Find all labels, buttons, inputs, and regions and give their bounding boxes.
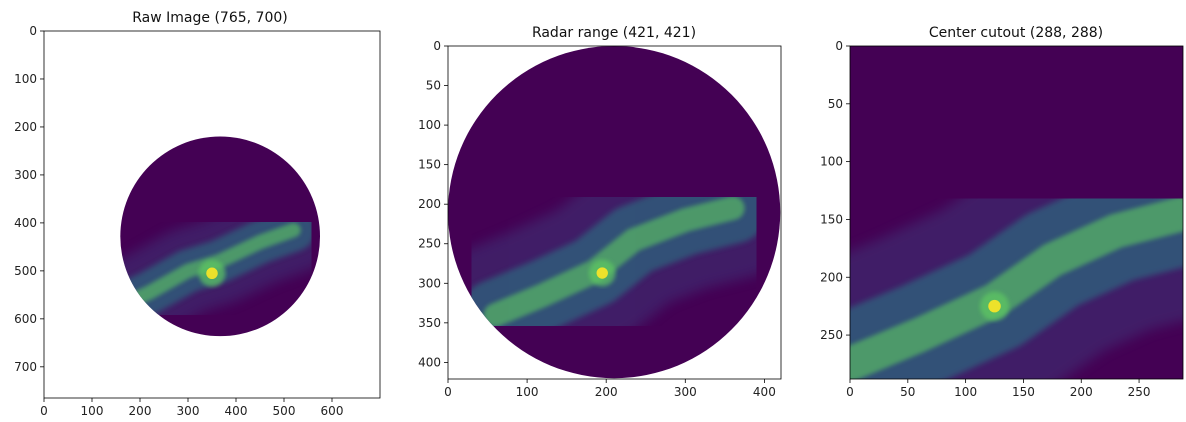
precip-layer — [448, 136, 781, 379]
x-tick-label: 200 — [1070, 385, 1093, 399]
y-tick-label: 0 — [29, 24, 37, 38]
x-tick-label: 0 — [40, 404, 48, 418]
x-tick-label: 100 — [81, 404, 104, 418]
y-tick-label: 400 — [418, 355, 441, 369]
y-tick-label: 600 — [14, 312, 37, 326]
y-tick-label: 400 — [14, 216, 37, 230]
y-tick-label: 100 — [418, 118, 441, 132]
y-tick-label: 0 — [433, 39, 441, 53]
x-tick-label: 200 — [595, 385, 618, 399]
chart-title: Radar range (421, 421) — [532, 25, 696, 41]
precip-band-core — [850, 196, 1183, 379]
panel-radar-range: Radar range (421, 421) 0 100 200 300 400 0 50… — [418, 25, 782, 399]
y-tick-label: 50 — [828, 97, 843, 111]
precip-layer — [120, 186, 320, 337]
y-tick-label: 500 — [14, 264, 37, 278]
x-tick-label: 500 — [273, 404, 296, 418]
y-tick-label: 700 — [14, 360, 37, 374]
y-axis-ticks: 0 100 200 300 400 500 600 700 — [14, 24, 44, 374]
x-tick-label: 300 — [674, 385, 697, 399]
x-tick-label: 200 — [129, 404, 152, 418]
x-axis-ticks: 0 50 100 150 200 250 — [846, 379, 1151, 399]
x-axis-ticks: 0 100 200 300 400 — [444, 379, 776, 399]
y-tick-label: 300 — [14, 168, 37, 182]
chart-title: Raw Image (765, 700) — [132, 10, 287, 26]
x-tick-label: 50 — [900, 385, 915, 399]
hotspot-peak — [206, 267, 218, 280]
y-tick-label: 200 — [14, 120, 37, 134]
panel-raw-image: Raw Image (765, 700) 0 100 200 300 400 500 600… — [14, 10, 381, 418]
x-tick-label: 400 — [753, 385, 776, 399]
y-tick-label: 250 — [820, 328, 843, 342]
y-tick-label: 200 — [820, 270, 843, 284]
axes-frame — [849, 45, 1184, 380]
x-tick-label: 400 — [225, 404, 248, 418]
panel-center-cutout: Center cutout (288, 288) 0 50 100 150 200 250… — [820, 25, 1184, 399]
hotspot-peak — [596, 267, 608, 279]
x-tick-label: 100 — [954, 385, 977, 399]
x-tick-label: 0 — [846, 385, 854, 399]
x-tick-label: 300 — [177, 404, 200, 418]
precip-band-core — [483, 196, 745, 327]
y-axis-ticks: 0 50 100 150 200 250 300 350 400 — [418, 39, 448, 369]
heatmap-marks — [120, 136, 320, 337]
y-tick-label: 0 — [835, 39, 843, 53]
y-tick-label: 200 — [418, 197, 441, 211]
x-tick-label: 150 — [1012, 385, 1035, 399]
heatmap-marks — [850, 109, 1183, 379]
x-axis-ticks: 0 100 200 300 400 500 600 — [40, 398, 343, 418]
y-tick-label: 100 — [14, 72, 37, 86]
y-tick-label: 350 — [418, 316, 441, 330]
hotspot-peak — [988, 299, 1001, 313]
x-tick-label: 100 — [516, 385, 539, 399]
chart-title: Center cutout (288, 288) — [929, 25, 1103, 41]
x-tick-label: 0 — [444, 385, 452, 399]
precip-layer — [850, 109, 1183, 379]
y-tick-label: 100 — [820, 155, 843, 169]
x-tick-label: 250 — [1128, 385, 1151, 399]
axes-frame — [447, 45, 782, 380]
y-tick-label: 50 — [426, 79, 441, 93]
y-axis-ticks: 0 50 100 150 200 250 — [820, 39, 850, 342]
heatmap-marks — [448, 46, 781, 379]
axes-frame — [43, 30, 381, 399]
y-tick-label: 150 — [418, 158, 441, 172]
y-tick-label: 150 — [820, 212, 843, 226]
x-tick-label: 600 — [321, 404, 344, 418]
y-tick-label: 300 — [418, 276, 441, 290]
y-tick-label: 250 — [418, 237, 441, 251]
